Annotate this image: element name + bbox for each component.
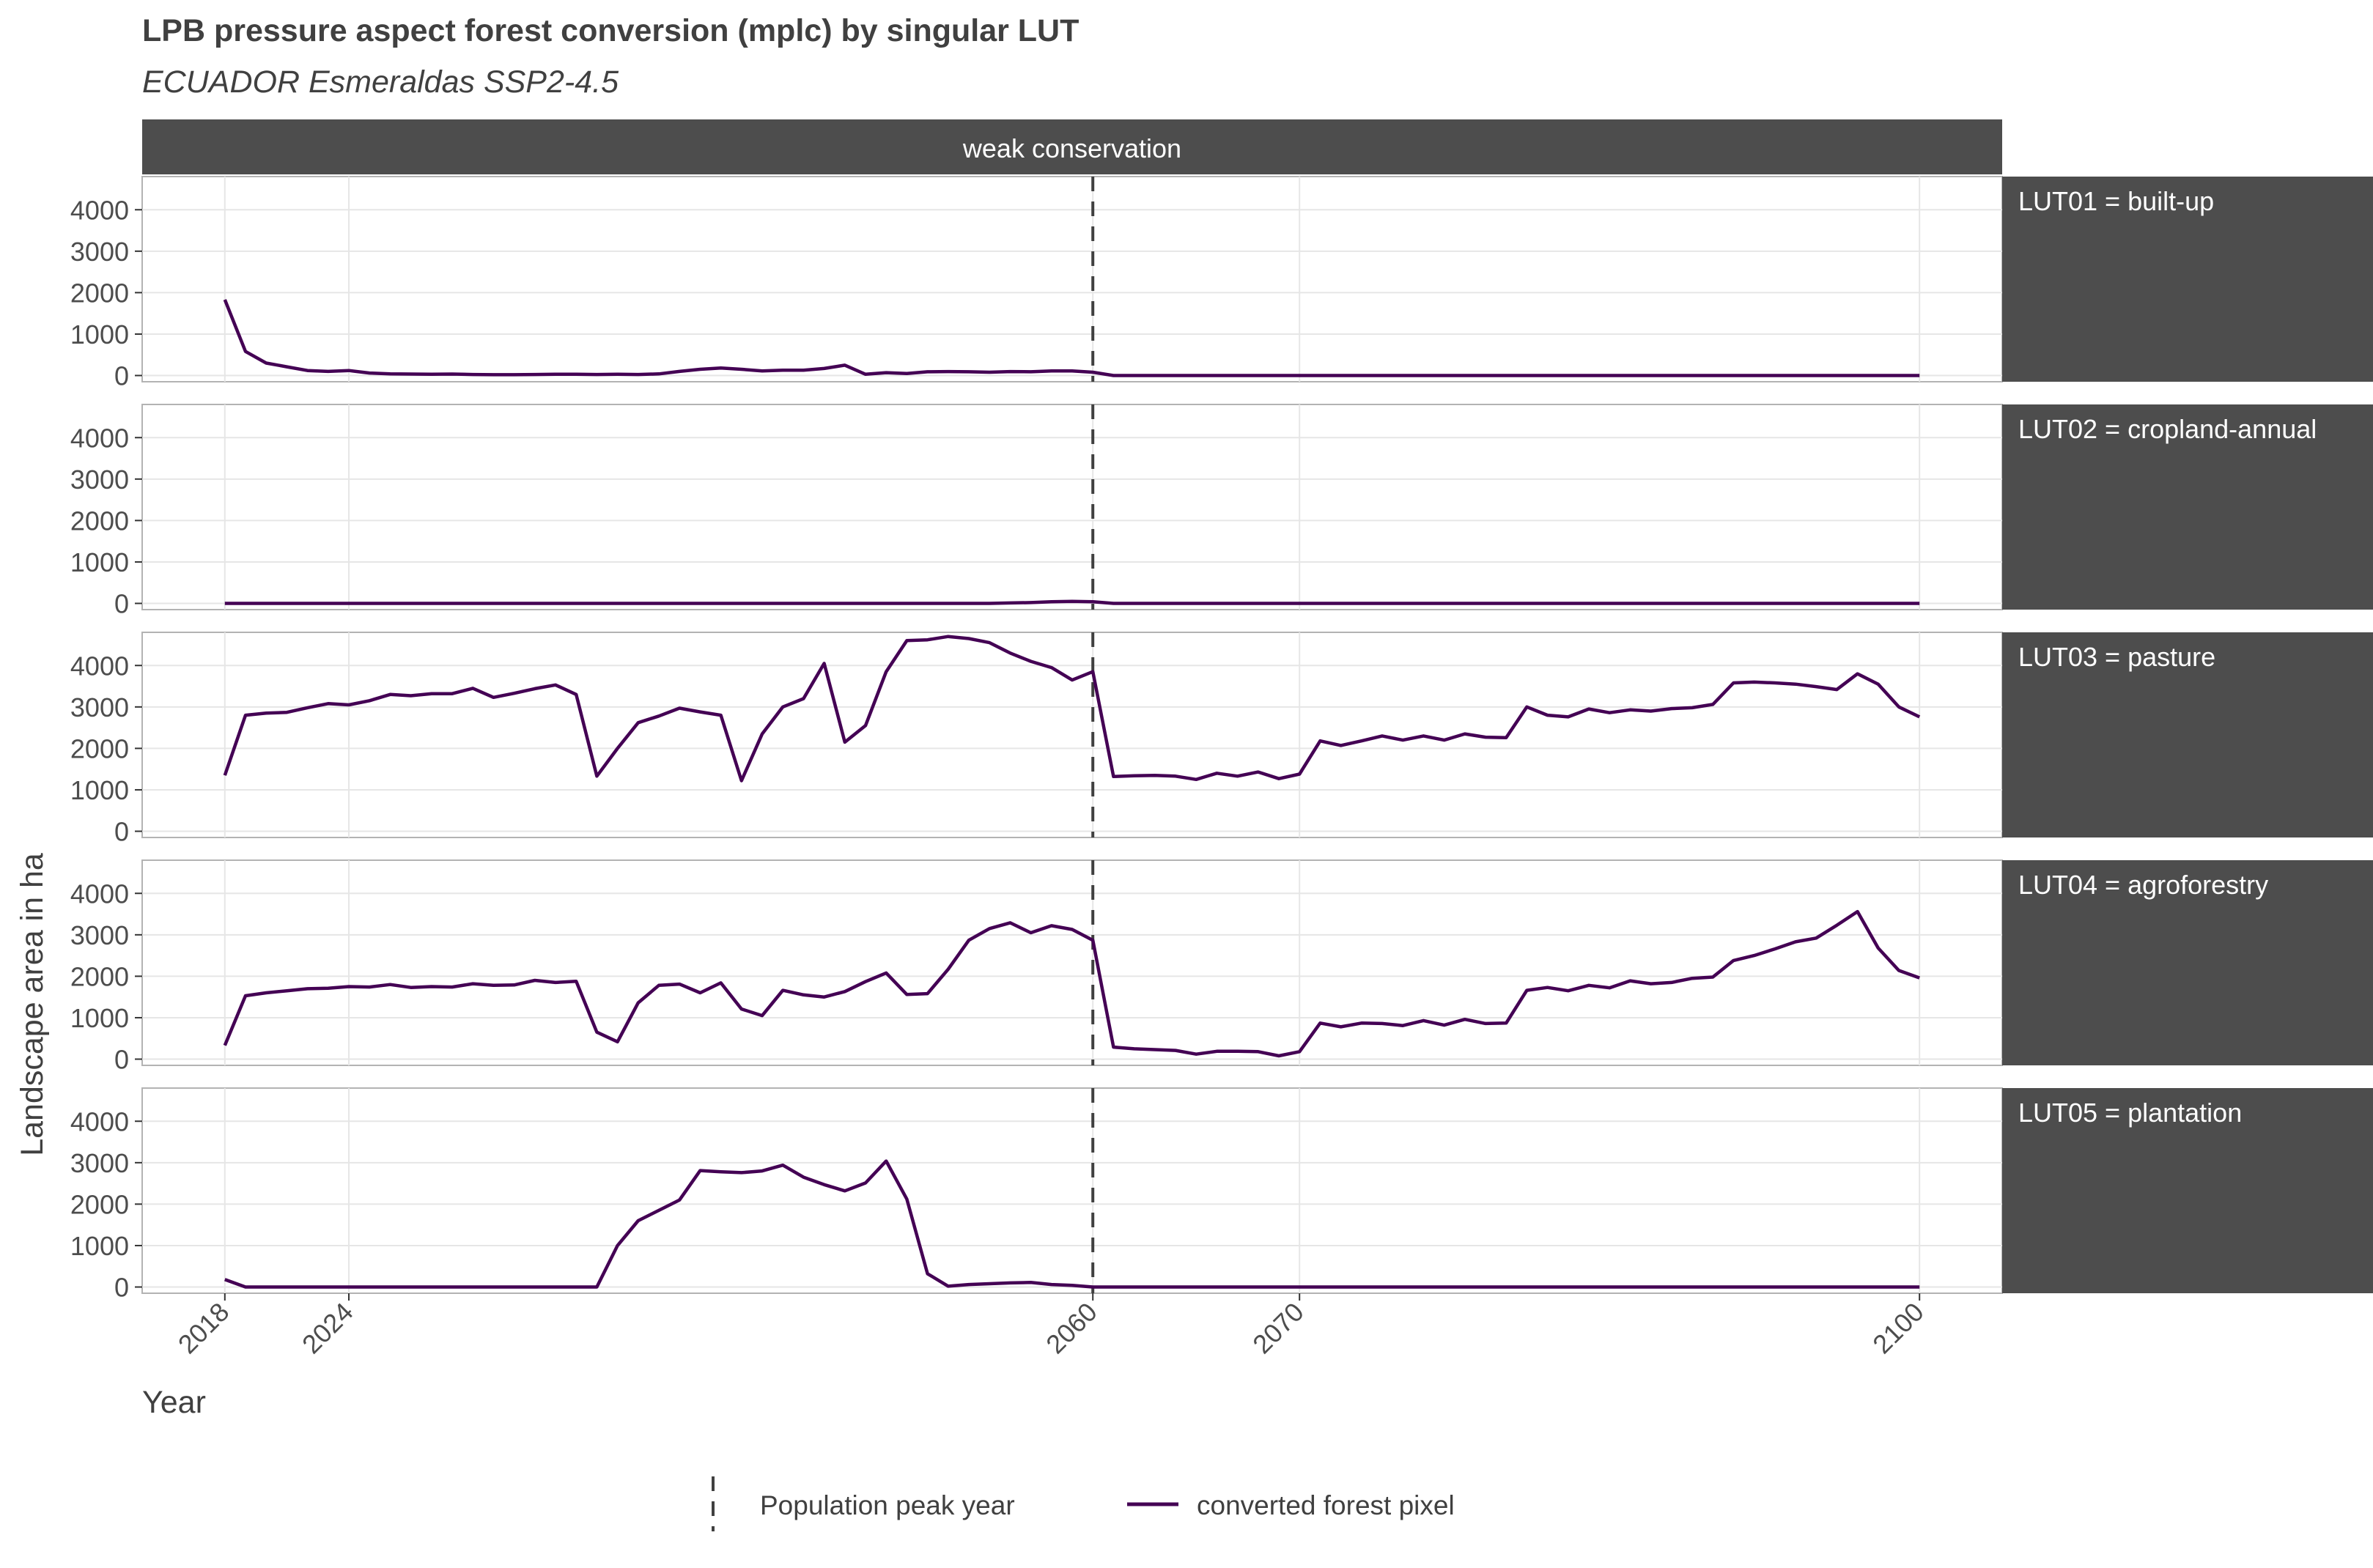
row-strip: [2002, 404, 2373, 610]
row-strip-label: LUT02 = cropland-annual: [2018, 414, 2317, 444]
panel-border: [141, 632, 2003, 838]
legend: Population peak year converted forest pi…: [712, 1476, 1455, 1531]
y-tick-label: 4000: [70, 423, 129, 453]
facet-panel-4: 0 1000 2000 3000 4000 LUT04 = agroforestry: [70, 859, 2373, 1075]
row-strip: [2002, 632, 2373, 837]
y-tick-label: 3000: [70, 692, 129, 722]
facet-panel-5: 0 1000 2000 3000 4000 LUT05 = plantation: [70, 1087, 2373, 1303]
y-tick-label: 3000: [70, 465, 129, 495]
row-strip: [2002, 1088, 2373, 1293]
y-tick-label: 3000: [70, 237, 129, 267]
y-tick-label: 2000: [70, 1189, 129, 1219]
y-tick-label: 2000: [70, 961, 129, 991]
panel-border: [141, 1087, 2003, 1294]
y-axis-title: Landscape area in ha: [15, 853, 50, 1156]
facet-panels: 0 1000 2000 3000 4000 LUT01 = built-up 0 1000 20…: [70, 176, 2373, 1303]
y-tick-label: 3000: [70, 1148, 129, 1178]
chart-title: LPB pressure aspect forest conversion (m…: [142, 13, 1079, 48]
y-tick-label: 2000: [70, 278, 129, 308]
y-tick-label: 4000: [70, 651, 129, 681]
y-tick-label: 4000: [70, 195, 129, 225]
y-tick-label: 4000: [70, 1106, 129, 1136]
y-tick-label: 0: [114, 817, 129, 847]
panel-border: [141, 176, 2003, 382]
row-strip-label: LUT01 = built-up: [2018, 186, 2214, 216]
legend-label-peak-year: Population peak year: [760, 1490, 1015, 1520]
x-tick-label: 2070: [1247, 1297, 1310, 1360]
facet-panel-1: 0 1000 2000 3000 4000 LUT01 = built-up: [70, 176, 2373, 391]
y-tick-label: 0: [114, 1045, 129, 1075]
x-axis-title: Year: [142, 1385, 206, 1420]
x-tick-label: 2024: [296, 1297, 359, 1360]
x-tick-label: 2060: [1040, 1297, 1103, 1360]
series-line-converted-forest-pixel: [224, 1159, 1920, 1289]
row-strip-label: LUT05 = plantation: [2018, 1098, 2242, 1128]
x-tick-label: 2100: [1867, 1297, 1930, 1360]
series-line-converted-forest-pixel: [224, 599, 1920, 605]
y-tick-label: 0: [114, 1273, 129, 1303]
panel-border: [141, 404, 2003, 610]
row-strip: [2002, 860, 2373, 1065]
x-axis: 2018 2024 2060 2070 2100: [172, 1293, 1930, 1359]
series-line-converted-forest-pixel: [223, 909, 1920, 1058]
y-tick-label: 2000: [70, 506, 129, 536]
series-line-converted-forest-pixel: [223, 299, 1920, 377]
y-tick-label: 2000: [70, 733, 129, 763]
y-tick-label: 3000: [70, 920, 129, 950]
y-tick-label: 1000: [70, 1231, 129, 1261]
facet-panel-2: 0 1000 2000 3000 4000 LUT02 = cropland-annual: [70, 404, 2373, 619]
series-line-converted-forest-pixel: [223, 635, 1921, 783]
y-tick-label: 1000: [70, 775, 129, 805]
y-tick-label: 1000: [70, 547, 129, 577]
y-tick-label: 0: [114, 589, 129, 619]
panel-border: [141, 859, 2003, 1066]
column-strip-label: weak conservation: [962, 133, 1181, 163]
chart-subtitle: ECUADOR Esmeraldas SSP2-4.5: [142, 64, 619, 100]
row-strip-label: LUT03 = pasture: [2018, 642, 2215, 672]
x-tick-label: 2018: [172, 1297, 235, 1360]
facet-panel-3: 0 1000 2000 3000 4000 LUT03 = pasture: [70, 632, 2373, 847]
row-strip: [2002, 177, 2373, 382]
y-tick-label: 4000: [70, 879, 129, 909]
row-strip-label: LUT04 = agroforestry: [2018, 870, 2268, 900]
legend-label-series: converted forest pixel: [1197, 1490, 1455, 1520]
y-tick-label: 1000: [70, 1003, 129, 1033]
y-tick-label: 1000: [70, 319, 129, 350]
y-tick-label: 0: [114, 361, 129, 391]
column-strip: [142, 119, 2002, 174]
